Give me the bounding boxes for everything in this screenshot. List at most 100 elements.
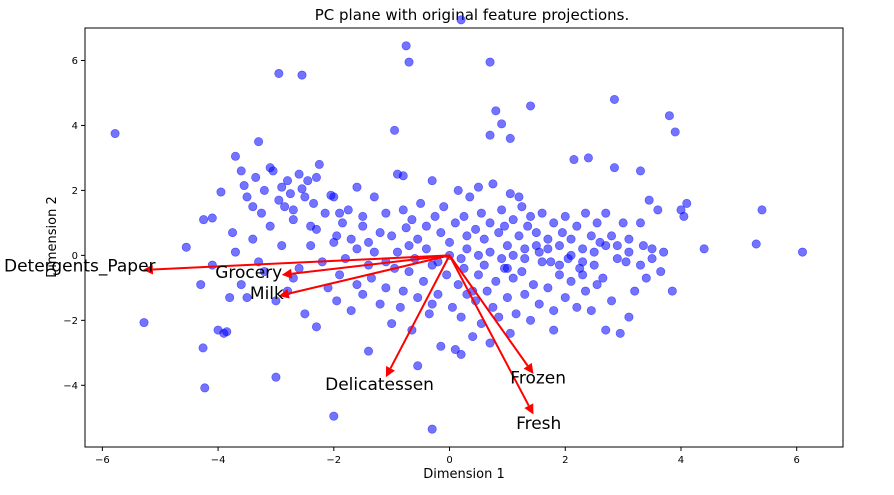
- data-point: [607, 231, 617, 241]
- data-point: [494, 312, 504, 322]
- data-point: [427, 299, 437, 309]
- data-point: [624, 234, 634, 244]
- x-axis-label: Dimension 1: [423, 467, 505, 482]
- data-point: [456, 15, 466, 25]
- data-point: [228, 228, 238, 238]
- data-point: [364, 346, 374, 356]
- data-point: [242, 192, 252, 202]
- data-point: [401, 41, 411, 51]
- x-tick-label: −2: [326, 455, 341, 466]
- data-point: [418, 276, 428, 286]
- data-point: [554, 270, 564, 280]
- feature-arrow-head: [523, 362, 534, 374]
- data-point: [497, 205, 507, 215]
- data-point: [635, 166, 645, 176]
- data-point: [436, 341, 446, 351]
- data-point: [601, 208, 611, 218]
- data-point: [427, 424, 437, 434]
- data-point: [381, 283, 391, 293]
- data-point: [479, 234, 489, 244]
- data-point: [543, 234, 553, 244]
- data-point: [526, 211, 536, 221]
- data-point: [337, 218, 347, 228]
- data-point: [398, 286, 408, 296]
- data-point: [225, 293, 235, 303]
- data-point: [566, 276, 576, 286]
- feature-label: Frozen: [510, 369, 566, 389]
- data-point: [537, 257, 547, 267]
- data-point: [404, 241, 414, 251]
- data-point: [404, 267, 414, 277]
- data-point: [390, 125, 400, 135]
- data-point: [427, 176, 437, 186]
- data-point: [346, 234, 356, 244]
- x-tick-label: −6: [95, 455, 110, 466]
- data-point: [369, 247, 379, 257]
- data-point: [581, 208, 591, 218]
- data-point: [543, 244, 553, 254]
- data-point: [494, 228, 504, 238]
- data-point: [450, 218, 460, 228]
- data-point: [413, 234, 423, 244]
- data-point: [222, 327, 232, 337]
- data-point: [230, 151, 240, 161]
- data-point: [520, 289, 530, 299]
- data-point: [456, 312, 466, 322]
- data-point: [508, 250, 518, 260]
- feature-label: Grocery: [215, 263, 282, 283]
- data-point: [294, 169, 304, 179]
- data-point: [505, 133, 515, 143]
- data-point: [644, 195, 654, 205]
- data-point: [511, 309, 521, 319]
- data-point: [181, 242, 191, 252]
- data-point: [462, 231, 472, 241]
- data-point: [531, 241, 541, 251]
- data-point: [196, 280, 206, 290]
- data-point: [433, 289, 443, 299]
- data-point: [413, 293, 423, 303]
- data-point: [436, 228, 446, 238]
- data-point: [248, 234, 258, 244]
- data-point: [329, 411, 339, 421]
- data-point: [198, 343, 208, 353]
- data-point: [612, 241, 622, 251]
- feature-arrow-head: [278, 288, 290, 299]
- data-point: [369, 192, 379, 202]
- data-point: [230, 247, 240, 257]
- feature-arrow-shaft: [389, 254, 451, 369]
- data-point: [607, 296, 617, 306]
- data-point: [465, 192, 475, 202]
- data-point: [670, 127, 680, 137]
- data-point: [398, 171, 408, 181]
- data-point: [531, 228, 541, 238]
- data-point: [392, 247, 402, 257]
- data-point: [453, 185, 463, 195]
- data-point: [294, 263, 304, 273]
- data-point: [110, 129, 120, 139]
- data-point: [621, 257, 631, 267]
- data-point: [589, 247, 599, 257]
- data-point: [274, 195, 284, 205]
- data-point: [635, 260, 645, 270]
- data-point: [479, 260, 489, 270]
- data-point: [497, 254, 507, 264]
- data-point: [592, 280, 602, 290]
- data-point: [375, 228, 385, 238]
- data-point: [343, 205, 353, 215]
- data-point: [401, 223, 411, 233]
- y-tick-label: 0: [72, 251, 78, 262]
- data-point: [566, 250, 576, 260]
- y-axis-label: Dimension 2: [45, 196, 60, 278]
- data-point: [424, 309, 434, 319]
- data-point: [534, 299, 544, 309]
- data-point: [612, 254, 622, 264]
- data-point: [656, 267, 666, 277]
- x-tick-label: 2: [562, 455, 568, 466]
- data-point: [609, 163, 619, 173]
- data-point: [618, 218, 628, 228]
- plot-frame: [84, 27, 844, 448]
- data-point: [395, 302, 405, 312]
- data-point: [421, 221, 431, 231]
- data-point: [242, 293, 252, 303]
- data-point: [473, 270, 483, 280]
